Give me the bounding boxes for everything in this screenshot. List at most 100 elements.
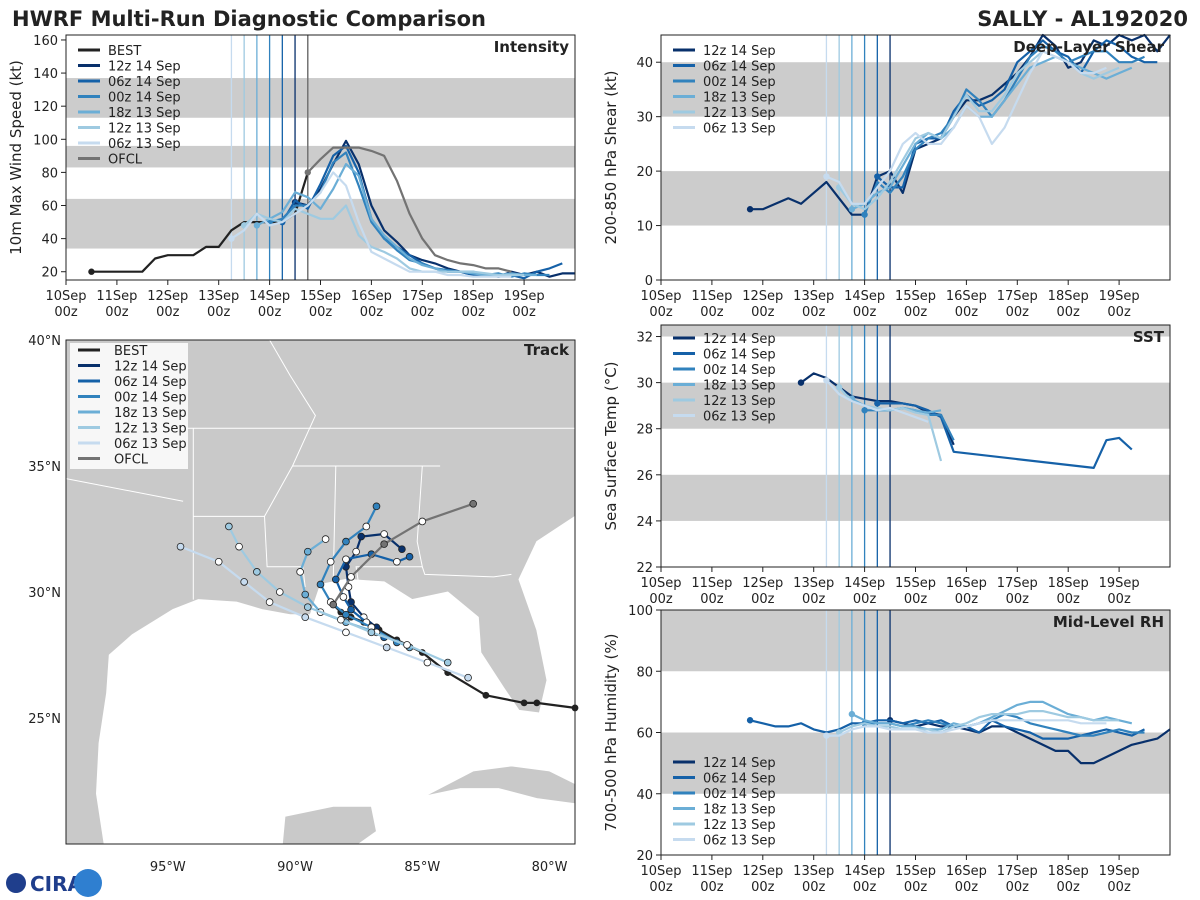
figure-title: HWRF Multi-Run Diagnostic Comparison xyxy=(12,7,486,31)
shear-xtick-hour: 00z xyxy=(955,305,979,320)
track-lon-label: 85°W xyxy=(404,860,440,875)
rh-point-18z-13-sep xyxy=(848,710,856,718)
track-lon-label: 90°W xyxy=(277,860,313,875)
rh-xtick-hour: 00z xyxy=(955,880,979,895)
intensity-xtick-hour: 00z xyxy=(54,305,78,320)
shear-xtick-hour: 00z xyxy=(1107,305,1131,320)
intensity-legend-label: 12z 14 Sep xyxy=(108,60,181,75)
rh-xtick-day: 14Sep xyxy=(844,864,885,879)
shear-point-18z-13-sep xyxy=(848,206,856,213)
intensity-xtick-day: 18Sep xyxy=(453,289,494,304)
intensity-ytick-label: 40 xyxy=(41,233,58,248)
track-point-best xyxy=(533,699,541,707)
rh-xtick-hour: 00z xyxy=(1107,880,1131,895)
track-point-18z-13-sep xyxy=(321,535,330,543)
track-point-06z-13-sep xyxy=(464,673,472,682)
intensity-xtick-day: 17Sep xyxy=(402,289,443,304)
sst-point-00z-14-sep xyxy=(861,407,868,414)
shear-panel: 01020304010Sep00z11Sep00z12Sep00z13Sep00… xyxy=(602,33,1171,320)
intensity-xtick-day: 10Sep xyxy=(45,289,86,304)
track-lon-label: 80°W xyxy=(532,860,568,875)
shear-xtick-hour: 00z xyxy=(802,305,826,320)
track-point-12z-13-sep xyxy=(403,641,411,649)
shear-series-18z-13-sep xyxy=(851,55,1133,211)
track-lat-label: 30°N xyxy=(28,586,61,601)
rh-series-18z-13-sep xyxy=(851,700,1133,731)
rh-panel-title: Mid-Level RH xyxy=(1053,613,1164,631)
sst-xtick-day: 14Sep xyxy=(844,576,885,591)
shear-band xyxy=(661,171,1170,226)
sst-panel-title: SST xyxy=(1133,328,1165,346)
sst-xtick-hour: 00z xyxy=(751,592,775,607)
intensity-band xyxy=(66,78,575,118)
rh-xtick-hour: 00z xyxy=(649,880,673,895)
intensity-legend-label: 12z 13 Sep xyxy=(108,122,181,137)
track-point-12z-14-sep xyxy=(352,547,360,556)
shear-xtick-hour: 00z xyxy=(700,305,724,320)
intensity-xtick-hour: 00z xyxy=(258,305,282,320)
rh-series-12z-14-sep xyxy=(889,719,1171,765)
sst-xtick-day: 12Sep xyxy=(742,576,783,591)
track-point-12z-14-sep xyxy=(380,530,388,538)
sst-legend-label: 00z 14 Sep xyxy=(703,363,776,378)
sst-ytick-label: 30 xyxy=(636,377,653,392)
rh-xtick-day: 19Sep xyxy=(1099,864,1140,879)
intensity-point-ofcl xyxy=(304,169,311,176)
shear-ytick-label: 20 xyxy=(636,165,653,180)
track-point-ofcl xyxy=(347,573,355,581)
track-point-06z-13-sep xyxy=(240,578,248,586)
track-point-18z-13-sep xyxy=(301,590,310,599)
track-point-00z-14-sep xyxy=(372,502,381,511)
sst-legend-label: 18z 13 Sep xyxy=(703,379,776,394)
sst-ytick-label: 26 xyxy=(636,469,653,484)
track-point-00z-14-sep xyxy=(342,537,350,546)
track-point-18z-13-sep xyxy=(296,568,304,576)
shear-series-12z-14-sep xyxy=(750,33,1171,216)
sst-xtick-hour: 00z xyxy=(1057,592,1081,607)
track-point-06z-14-sep xyxy=(331,575,340,584)
track-point-06z-13-sep xyxy=(342,628,350,637)
track-point-12z-13-sep xyxy=(443,658,452,667)
shear-xtick-day: 14Sep xyxy=(844,289,885,304)
track-point-06z-14-sep xyxy=(405,552,414,561)
rh-legend-label: 06z 14 Sep xyxy=(703,772,776,787)
sst-xtick-hour: 00z xyxy=(1006,592,1030,607)
sst-ytick-label: 28 xyxy=(636,423,653,438)
rh-xtick-day: 11Sep xyxy=(691,864,732,879)
track-lat-label: 40°N xyxy=(28,334,61,349)
shear-point-06z-14-sep xyxy=(874,173,881,180)
sst-xtick-hour: 00z xyxy=(955,592,979,607)
cira-logo: CIRA xyxy=(6,869,102,897)
intensity-ytick-label: 80 xyxy=(41,166,58,181)
track-point-06z-13-sep xyxy=(423,658,432,667)
shear-xtick-hour: 00z xyxy=(853,305,877,320)
sst-point-06z-13-sep xyxy=(823,377,830,384)
rh-point-06z-13-sep xyxy=(823,732,830,739)
intensity-ylabel: 10m Max Wind Speed (kt) xyxy=(7,60,25,255)
shear-xtick-day: 18Sep xyxy=(1048,289,1089,304)
shear-xtick-day: 10Sep xyxy=(640,289,681,304)
intensity-series-ofcl xyxy=(307,146,512,273)
track-legend-label: 12z 13 Sep xyxy=(114,422,187,437)
sst-xtick-hour: 00z xyxy=(1107,592,1131,607)
track-point-06z-13-sep xyxy=(176,542,185,551)
track-point-18z-13-sep xyxy=(303,547,312,556)
sst-xtick-hour: 00z xyxy=(802,592,826,607)
rh-xtick-day: 13Sep xyxy=(793,864,834,879)
track-legend-label: 00z 14 Sep xyxy=(114,391,187,406)
sst-xtick-day: 18Sep xyxy=(1048,576,1089,591)
sst-point-12z-14-sep xyxy=(797,379,805,386)
rh-xtick-day: 12Sep xyxy=(742,864,783,879)
rh-ytick-label: 100 xyxy=(628,604,653,619)
track-point-12z-14-sep xyxy=(398,545,406,553)
sst-legend-label: 12z 13 Sep xyxy=(703,394,776,409)
shear-xtick-day: 15Sep xyxy=(895,289,936,304)
rh-xtick-hour: 00z xyxy=(1006,880,1030,895)
shear-series-06z-13-sep xyxy=(825,50,1107,205)
shear-ytick-label: 30 xyxy=(636,111,653,126)
intensity-ytick-label: 20 xyxy=(41,266,58,281)
rh-band xyxy=(661,610,1170,672)
intensity-xtick-day: 16Sep xyxy=(351,289,392,304)
sst-xtick-hour: 00z xyxy=(649,592,673,607)
track-point-06z-14-sep xyxy=(347,605,355,614)
